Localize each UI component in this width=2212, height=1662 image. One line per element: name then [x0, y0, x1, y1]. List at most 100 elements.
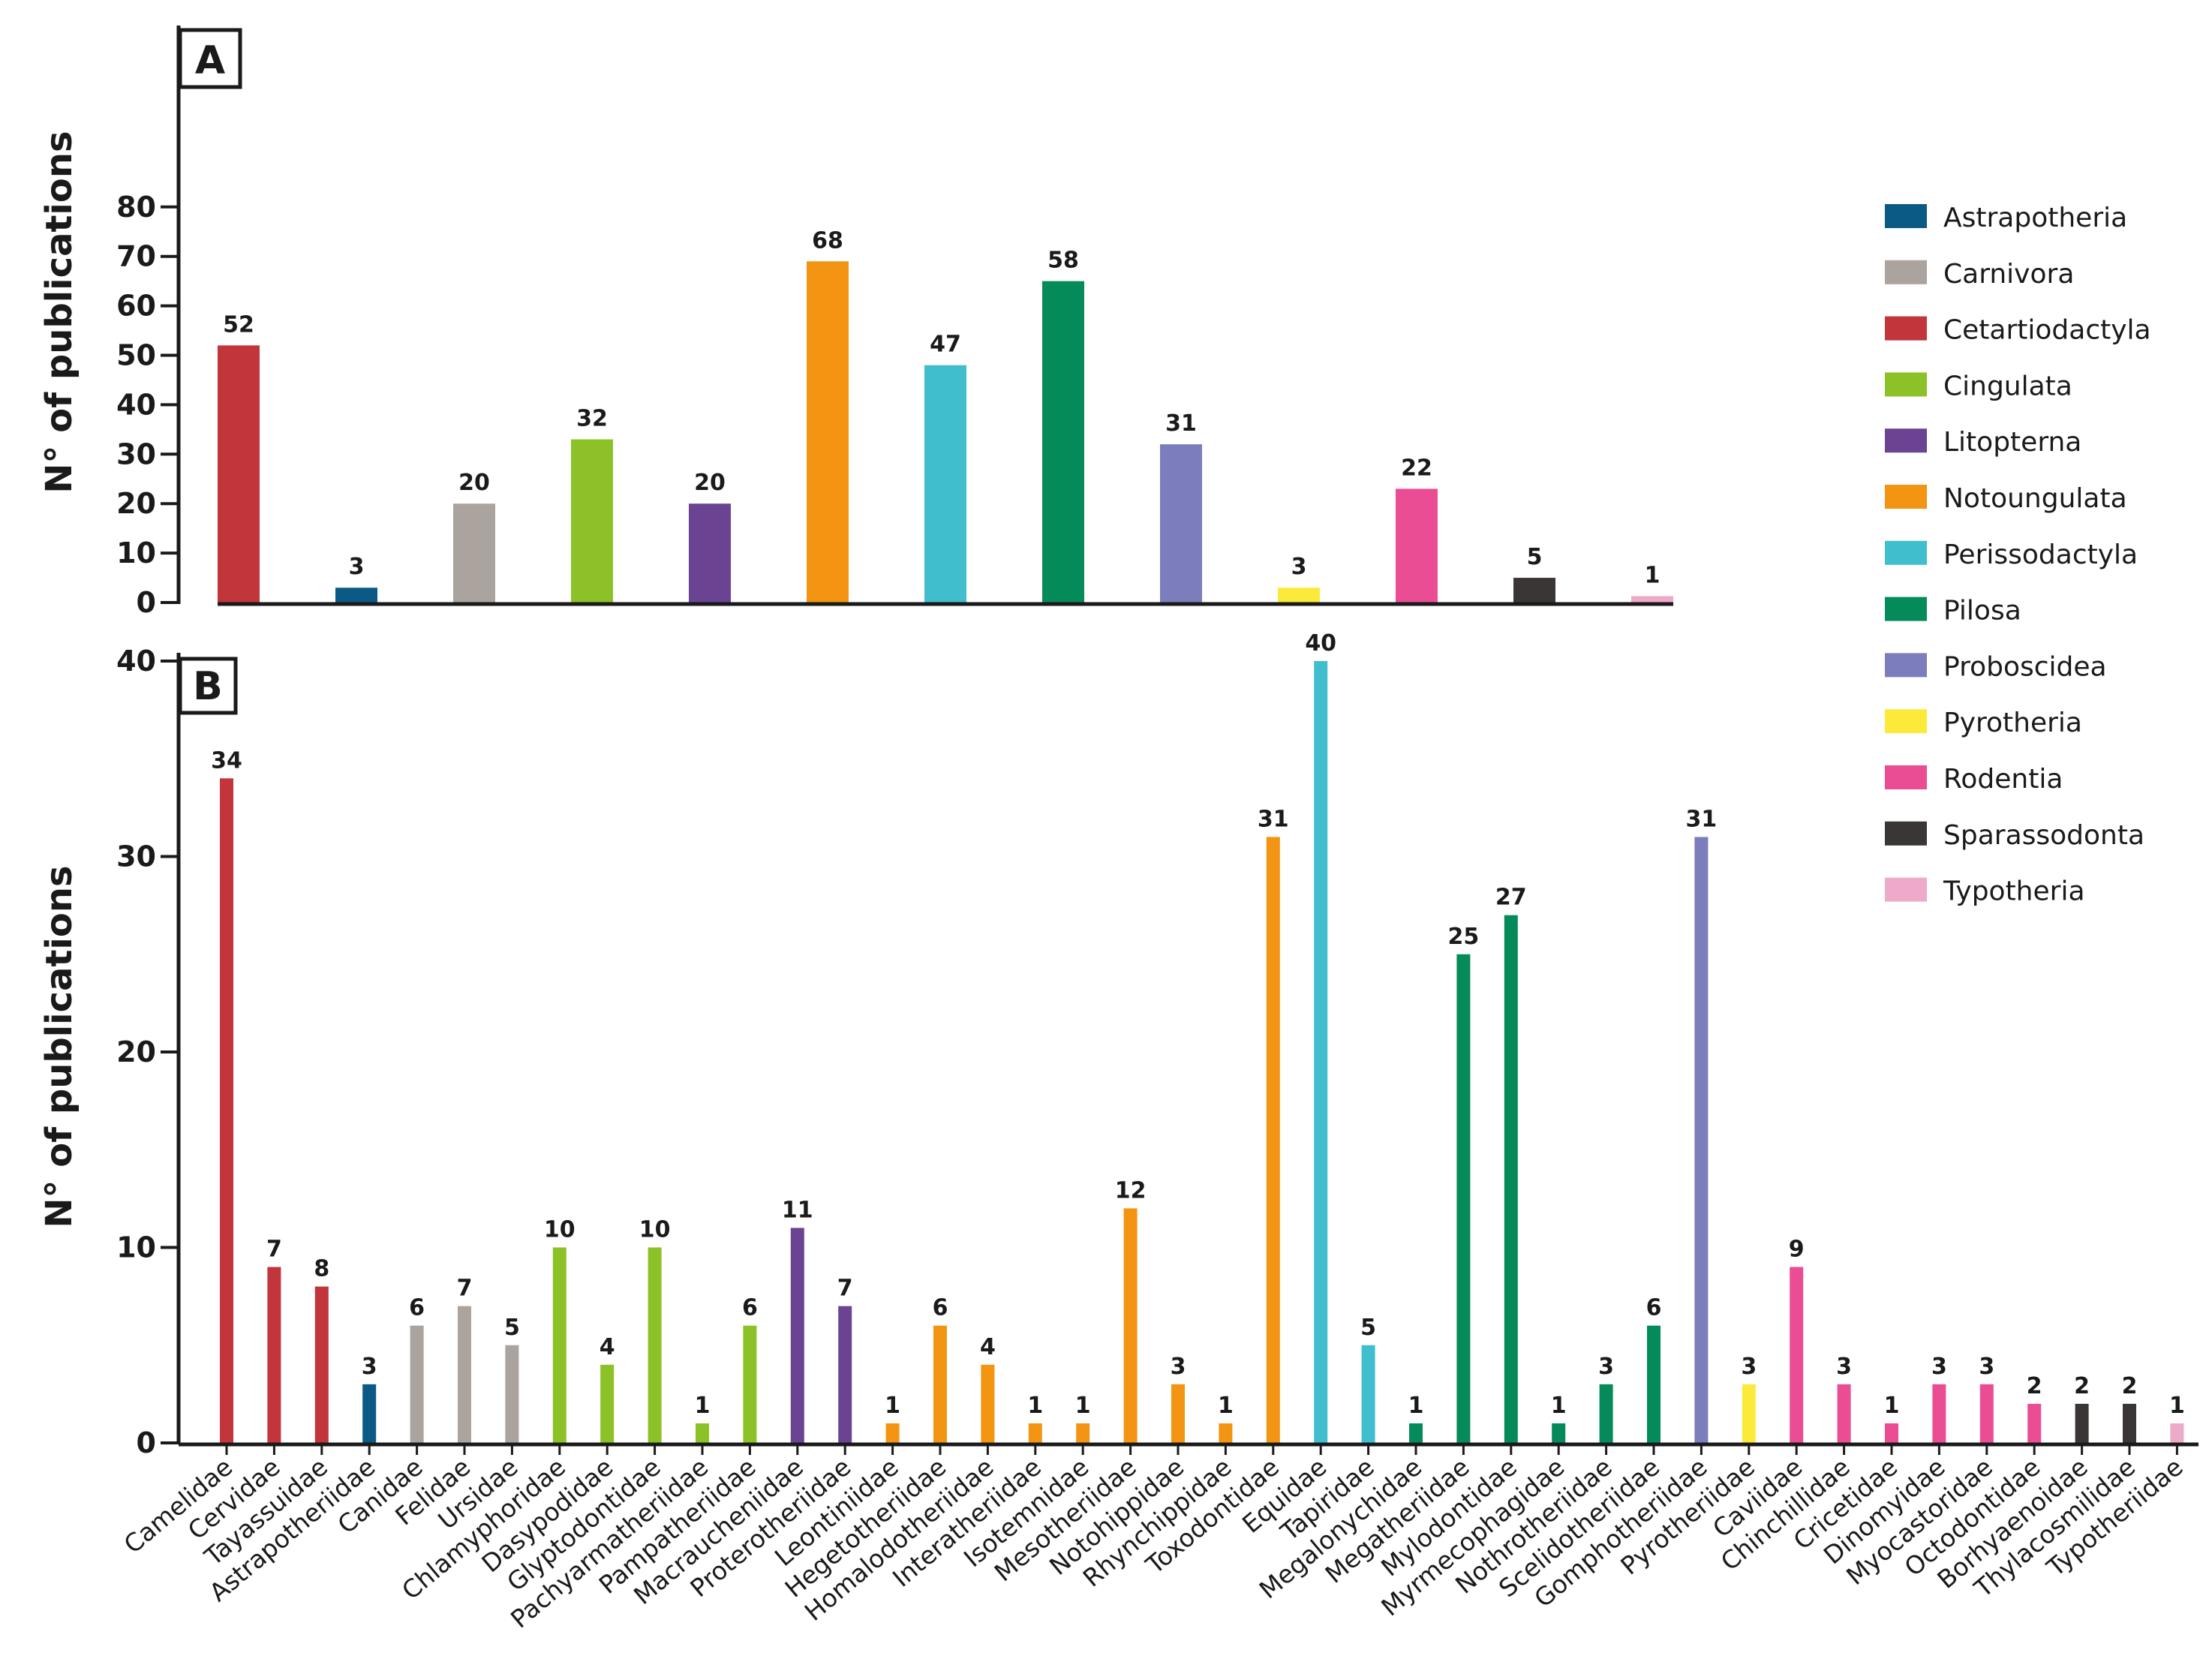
- legend-label-carnivora: Carnivora: [1943, 259, 2074, 290]
- panel-b-bar-dasypodidae: [600, 1364, 615, 1443]
- legend-label-perissodactyla: Perissodactyla: [1943, 539, 2138, 570]
- panel-b-data-label-caviidae: 9: [1789, 1237, 1805, 1263]
- panel-a-y-tick-label: 30: [116, 437, 156, 470]
- panel-b-data-label-astrapotheriidae: 3: [362, 1354, 377, 1380]
- panel-b-data-label-dinomyidae: 3: [1931, 1354, 1947, 1380]
- panel-b-bar-pampatheriidae: [743, 1325, 757, 1443]
- panel-a-bar-litopterna: [689, 503, 731, 603]
- panel-b-bar-toxodontidae: [1266, 837, 1280, 1443]
- panel-b-bar-ursidae: [505, 1345, 519, 1443]
- panel-b-box: [178, 657, 238, 715]
- panel-a-bar-typotheria: [1631, 596, 1673, 603]
- panel-b-bar-gomphotheriidae: [1694, 837, 1709, 1443]
- panel-a-data-label-carnivora: 20: [458, 470, 490, 496]
- panel-b-bar-macraucheniidae: [790, 1228, 804, 1443]
- legend-item-pilosa: Pilosa: [1885, 596, 2021, 627]
- panel-b-data-label-toxodontidae: 31: [1258, 806, 1289, 832]
- panel-b-data-label-macraucheniidae: 11: [782, 1197, 813, 1223]
- panel-b-y-tick-label: 40: [116, 645, 156, 678]
- legend-item-cetartiodactyla: Cetartiodactyla: [1885, 315, 2151, 346]
- panel-a-bar-astrapotheria: [335, 588, 377, 603]
- panel-b-data-label-ursidae: 5: [504, 1315, 520, 1341]
- panel-b-bar-cervidae: [267, 1267, 281, 1443]
- panel-b-data-label-octodontidae: 2: [2027, 1373, 2042, 1399]
- panel-b-data-label-rhynchippidae: 1: [1218, 1393, 1234, 1419]
- panel-b-bar-astrapotheriidae: [362, 1384, 377, 1443]
- panel-b-data-label-tapiridae: 5: [1360, 1315, 1376, 1341]
- panel-b-data-label-interatheriidae: 1: [1027, 1393, 1043, 1419]
- panel-b-data-label-leontiniidae: 1: [885, 1393, 900, 1419]
- panel-b-data-label-gomphotheriidae: 31: [1686, 806, 1718, 832]
- panel-b-data-label-chlamyphoridae: 10: [544, 1217, 576, 1243]
- panel-b-data-label-megalonychidae: 1: [1408, 1393, 1424, 1419]
- legend-swatch-typotheria: [1885, 877, 1927, 902]
- panel-b-data-label-thylacosmilidae: 2: [2122, 1373, 2138, 1399]
- panel-a-data-label-proboscidea: 31: [1165, 410, 1197, 437]
- panel-b-data-label-megatheriidae: 25: [1448, 924, 1480, 950]
- legend-item-rodentia: Rodentia: [1885, 764, 2063, 795]
- panel-b-bar-hegetotheriidae: [933, 1325, 947, 1443]
- legend-item-proboscidea: Proboscidea: [1885, 651, 2107, 682]
- legend-item-litopterna: Litopterna: [1885, 427, 2081, 458]
- panel-b-bar-pachyarmatheriidae: [696, 1423, 709, 1443]
- panel-b-y-tick-label: 20: [116, 1035, 156, 1068]
- legend-swatch-rodentia: [1885, 765, 1927, 789]
- legend-item-pyrotheria: Pyrotheria: [1885, 708, 2082, 738]
- panel-b-bar-myrmecophagidae: [1552, 1423, 1566, 1443]
- panel-b-data-label-homalodotheriidae: 4: [980, 1334, 996, 1360]
- panel-b-bar-rhynchippidae: [1219, 1423, 1233, 1443]
- legend-label-pyrotheria: Pyrotheria: [1943, 708, 2082, 738]
- legend-item-typotheria: Typotheria: [1885, 876, 2085, 907]
- panel-a-y-tick-label: 50: [116, 339, 156, 372]
- panel-b-data-label-pampatheriidae: 6: [742, 1295, 758, 1321]
- legend-swatch-cetartiodactyla: [1885, 316, 1927, 341]
- panel-b-data-label-mylodontidae: 27: [1495, 885, 1527, 911]
- legend-label-astrapotheria: Astrapotheria: [1943, 203, 2127, 233]
- legend-label-rodentia: Rodentia: [1943, 764, 2063, 795]
- panel-b-bar-pyrotheriidae: [1742, 1384, 1756, 1443]
- panel-a-y-tick-label: 20: [116, 487, 156, 520]
- legend-swatch-cingulata: [1885, 372, 1927, 397]
- panel-b-bar-isotemnidae: [1076, 1423, 1090, 1443]
- panel-a-y-tick-label: 60: [116, 290, 156, 323]
- legend-label-proboscidea: Proboscidea: [1943, 651, 2107, 682]
- panel-b-data-label-pachyarmatheriidae: 1: [695, 1393, 711, 1419]
- panel-a-data-label-rodentia: 22: [1401, 455, 1432, 481]
- panel-a-y-tick-label: 40: [116, 388, 156, 421]
- panel-a-chart: A 0 10 20 30 40 50 60 70 80 52 3 20 32 20 68 47 58 31 3 22…: [38, 26, 1673, 619]
- panel-a-bar-perissodactyla: [924, 365, 966, 603]
- panel-b-data-label-equidae: 40: [1305, 630, 1336, 657]
- panel-a-data-label-notoungulata: 68: [812, 227, 843, 254]
- panel-a-bar-pilosa: [1042, 281, 1084, 603]
- legend-swatch-notoungulata: [1885, 485, 1927, 509]
- legend-swatch-pilosa: [1885, 597, 1927, 621]
- panel-b-data-label-myrmecophagidae: 1: [1551, 1393, 1567, 1419]
- panel-a-y-tick-label: 0: [137, 586, 156, 619]
- panel-a-bar-proboscidea: [1160, 444, 1202, 603]
- legend-label-pilosa: Pilosa: [1943, 596, 2021, 627]
- panel-b-y-tick-label: 0: [137, 1426, 156, 1459]
- panel-b-data-label-hegetotheriidae: 6: [933, 1295, 948, 1321]
- panel-a-data-label-astrapotheria: 3: [349, 554, 365, 580]
- panel-b-data-label-glyptodontidae: 10: [639, 1217, 671, 1243]
- panel-b-data-label-tayassuidae: 8: [314, 1256, 329, 1282]
- legend-label-typotheria: Typotheria: [1943, 876, 2085, 907]
- panel-a-bar-cingulata: [571, 439, 613, 603]
- legend-label-litopterna: Litopterna: [1943, 427, 2081, 458]
- panel-b-data-label-chinchillidae: 3: [1836, 1354, 1852, 1380]
- panel-b-bar-megatheriidae: [1456, 954, 1471, 1443]
- panel-b-data-label-canidae: 6: [409, 1295, 425, 1321]
- panel-b-bar-thylacosmilidae: [2123, 1403, 2136, 1443]
- panel-b-data-label-felidae: 7: [457, 1276, 473, 1302]
- legend-swatch-astrapotheria: [1885, 204, 1927, 228]
- legend-item-perissodactyla: Perissodactyla: [1885, 539, 2138, 570]
- panel-b-bar-notohippidae: [1171, 1384, 1185, 1443]
- legend-swatch-perissodactyla: [1885, 540, 1927, 565]
- legend-label-cetartiodactyla: Cetartiodactyla: [1943, 315, 2151, 346]
- panel-b-data-label-borhyaenoidae: 2: [2074, 1373, 2090, 1399]
- panel-b-bar-cricetidae: [1885, 1423, 1898, 1443]
- panel-a-data-label-typotheria: 1: [1645, 562, 1661, 588]
- panel-b-bar-caviidae: [1790, 1267, 1804, 1443]
- panel-b-bar-borhyaenoidae: [2075, 1403, 2089, 1443]
